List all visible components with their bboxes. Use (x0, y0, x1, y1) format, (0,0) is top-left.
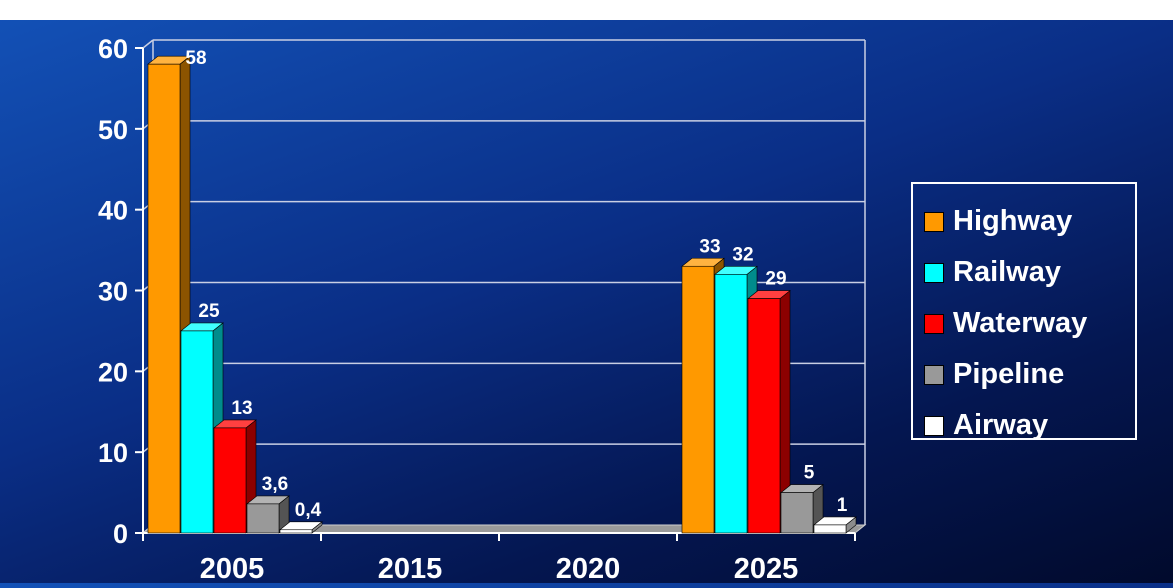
data-label: 3,6 (262, 474, 288, 495)
x-tick-label: 2015 (378, 553, 443, 583)
legend-label-waterway: Waterway (953, 307, 1088, 339)
data-label: 1 (837, 495, 848, 516)
legend-label-highway: Highway (953, 205, 1073, 237)
legend: Highway Railway Waterway Pipeline Airway (911, 182, 1137, 441)
top-white-strip (0, 0, 1173, 20)
data-label: 29 (765, 269, 786, 290)
x-tick-label: 2025 (734, 553, 799, 583)
legend-item-railway: Railway (924, 247, 1135, 298)
data-label: 32 (732, 244, 753, 265)
data-label: 0,4 (295, 500, 322, 521)
legend-label-railway: Railway (953, 256, 1061, 288)
legend-item-pipeline: Pipeline (924, 349, 1135, 400)
gridline-side (142, 39, 154, 49)
y-tick-label: 50 (98, 115, 128, 145)
y-tick-label: 30 (98, 277, 128, 307)
bar (246, 503, 280, 534)
data-label: 58 (185, 48, 206, 69)
bar (780, 492, 814, 534)
legend-label-pipeline: Pipeline (953, 358, 1065, 390)
x-tick-label: 2005 (200, 553, 265, 583)
legend-swatch-highway (924, 211, 944, 232)
bar (180, 330, 214, 534)
bar (213, 427, 247, 534)
bar (813, 524, 847, 534)
y-tick-label: 20 (98, 357, 128, 387)
bar (747, 298, 781, 534)
bar (279, 529, 313, 534)
legend-swatch-airway (924, 415, 944, 436)
bar (681, 265, 715, 534)
legend-item-highway: Highway (924, 196, 1135, 247)
data-label: 25 (198, 301, 220, 322)
x-tick-label: 2020 (556, 553, 621, 583)
bar (714, 274, 748, 534)
y-tick-label: 40 (98, 196, 128, 226)
data-label: 5 (804, 463, 815, 484)
legend-label-airway: Airway (953, 409, 1049, 441)
legend-item-airway: Airway (924, 400, 1135, 451)
legend-swatch-waterway (924, 313, 944, 334)
data-label: 33 (699, 236, 720, 257)
y-tick-label: 10 (98, 438, 128, 468)
y-tick-label: 0 (113, 519, 128, 549)
legend-item-waterway: Waterway (924, 298, 1135, 349)
data-label: 13 (231, 398, 252, 419)
legend-swatch-pipeline (924, 364, 944, 385)
y-tick-label: 60 (98, 34, 128, 64)
bar (147, 63, 181, 534)
legend-swatch-railway (924, 262, 944, 283)
